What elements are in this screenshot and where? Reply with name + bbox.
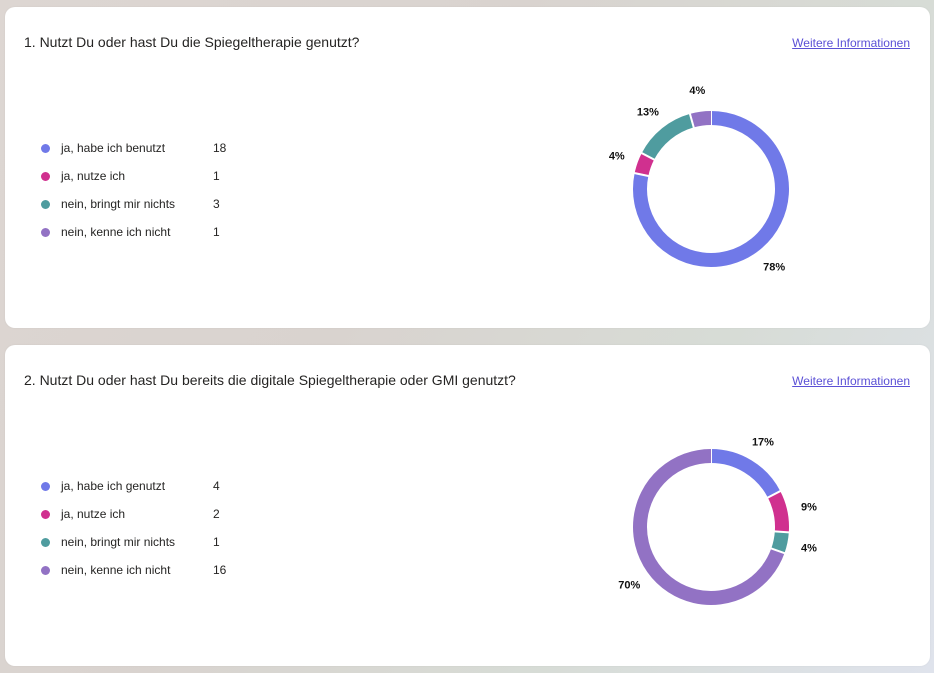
legend-item[interactable]: nein, kenne ich nicht 16 <box>41 563 261 591</box>
donut-slice[interactable] <box>634 153 655 177</box>
legend: ja, habe ich benutzt 18 ja, nutze ich 1 … <box>41 141 261 253</box>
legend-dot-icon <box>41 510 50 519</box>
legend-item[interactable]: nein, kenne ich nicht 1 <box>41 225 261 253</box>
slice-separator <box>688 111 696 130</box>
legend-item[interactable]: nein, bringt mir nichts 3 <box>41 197 261 225</box>
legend-label: nein, bringt mir nichts <box>61 197 176 211</box>
question-title: 2. Nutzt Du oder hast Du bereits die dig… <box>24 372 516 388</box>
donut-slice[interactable] <box>767 491 789 533</box>
legend-count: 18 <box>213 141 227 155</box>
legend-count: 3 <box>213 197 220 211</box>
legend-label: nein, bringt mir nichts <box>61 535 176 549</box>
slice-separator <box>632 171 651 178</box>
donut-slice[interactable] <box>641 113 694 160</box>
slice-separator <box>765 489 783 500</box>
slice-percent-label: 4% <box>609 151 625 163</box>
legend-label: ja, nutze ich <box>61 169 126 183</box>
slice-percent-label: 13% <box>637 106 659 118</box>
slice-separator <box>769 546 787 555</box>
slice-percent-label: 78% <box>763 262 785 274</box>
slice-percent-label: 4% <box>801 542 817 554</box>
legend-item[interactable]: nein, bringt mir nichts 1 <box>41 535 261 563</box>
more-info-link[interactable]: Weitere Informationen <box>792 374 910 388</box>
donut-slice[interactable] <box>710 449 781 498</box>
legend-dot-icon <box>41 200 50 209</box>
slice-separator <box>772 530 791 534</box>
legend-count: 2 <box>213 507 220 521</box>
legend-item[interactable]: ja, nutze ich 1 <box>41 169 261 197</box>
legend-dot-icon <box>41 538 50 547</box>
slice-separator <box>639 151 657 162</box>
legend-dot-icon <box>41 482 50 491</box>
legend-dot-icon <box>41 144 50 153</box>
legend-item[interactable]: ja, habe ich benutzt 18 <box>41 141 261 169</box>
slice-percent-label: 70% <box>618 580 640 592</box>
more-info-link[interactable]: Weitere Informationen <box>792 36 910 50</box>
legend-dot-icon <box>41 172 50 181</box>
legend-count: 1 <box>213 225 220 239</box>
legend-dot-icon <box>41 566 50 575</box>
donut-chart: 78% 4% 13% 4% <box>609 85 789 274</box>
legend-label: ja, habe ich benutzt <box>61 141 166 155</box>
question-title: 1. Nutzt Du oder hast Du die Spiegelther… <box>24 34 360 50</box>
legend-count: 4 <box>213 479 220 493</box>
legend-count: 1 <box>213 535 220 549</box>
legend-label: ja, nutze ich <box>61 507 126 521</box>
donut-slice[interactable] <box>633 111 789 267</box>
donut-slice[interactable] <box>633 449 785 605</box>
slice-percent-label: 17% <box>752 437 774 449</box>
legend-count: 1 <box>213 169 220 183</box>
legend-label: nein, kenne ich nicht <box>61 563 171 577</box>
slice-percent-label: 4% <box>689 85 705 97</box>
donut-slice[interactable] <box>689 111 712 128</box>
legend-count: 16 <box>213 563 227 577</box>
question-card-1: 1. Nutzt Du oder hast Du die Spiegelther… <box>5 7 930 328</box>
legend-item[interactable]: ja, nutze ich 2 <box>41 507 261 535</box>
legend-dot-icon <box>41 228 50 237</box>
slice-percent-label: 9% <box>801 502 817 514</box>
legend: ja, habe ich genutzt 4 ja, nutze ich 2 n… <box>41 479 261 591</box>
question-card-2: 2. Nutzt Du oder hast Du bereits die dig… <box>5 345 930 666</box>
legend-item[interactable]: ja, habe ich genutzt 4 <box>41 479 261 507</box>
donut-chart: 17% 9% 4% 70% <box>618 437 817 605</box>
legend-label: ja, habe ich genutzt <box>61 479 166 493</box>
legend-label: nein, kenne ich nicht <box>61 225 171 239</box>
donut-slice[interactable] <box>771 531 789 554</box>
